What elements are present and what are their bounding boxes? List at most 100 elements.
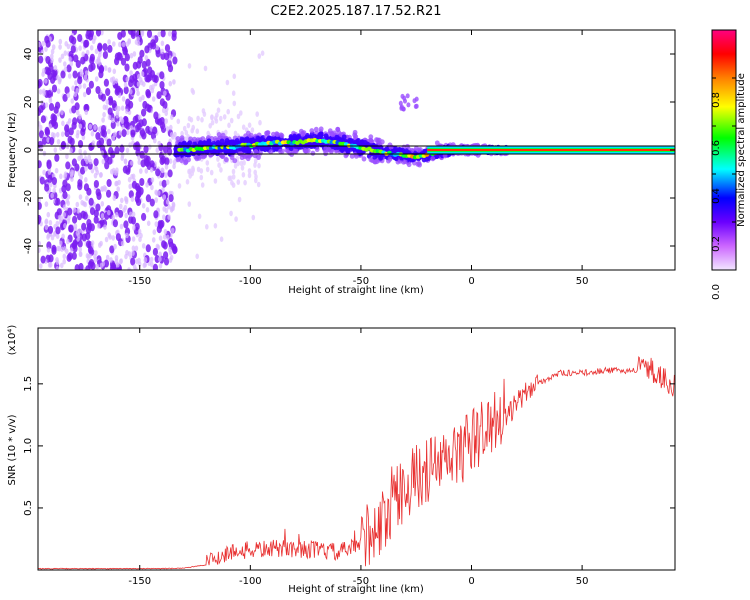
spectrogram-y-axis-label: Frequency (Hz) [7,112,18,188]
noise-blob [80,166,86,175]
noise-blob [145,90,152,99]
noise-blob [100,201,105,207]
sparse-blob [225,79,230,86]
noise-blob [109,257,113,263]
noise-blob [163,228,168,235]
noise-blob [93,215,99,224]
noise-blob [97,126,102,133]
noise-blob [143,257,148,263]
band-blob [312,133,317,139]
noise-blob [99,262,104,269]
noise-blob [116,262,120,268]
noise-blob [172,56,178,65]
noise-blob [127,176,132,183]
band-blob [186,157,192,163]
noise-blob [60,262,64,269]
noise-blob [102,43,108,52]
noise-blob [157,140,161,147]
noise-blob [57,214,62,221]
noise-blob [161,240,167,249]
sparse-blob [242,160,246,166]
noise-blob [131,245,136,251]
sparse-blob [257,53,262,59]
band-blob [406,161,412,168]
sparse-blob [182,125,187,132]
noise-blob [54,167,59,174]
y-tick-label: -40 [23,238,34,254]
noise-blob [78,83,82,90]
noise-blob [114,78,119,84]
noise-blob [165,179,170,185]
noise-blob [58,44,62,50]
noise-blob [84,70,89,76]
noise-blob [162,214,166,220]
noise-blob [73,91,78,98]
noise-blob [101,117,105,123]
noise-blob [68,56,72,62]
band-blob [278,148,283,154]
noise-blob [145,182,149,188]
noise-blob [127,38,131,44]
noise-blob [173,131,177,138]
noise-blob [77,76,83,85]
noise-blob [166,59,172,68]
noise-blob [93,257,98,263]
feature-blob [403,98,407,104]
sparse-blob [232,73,237,80]
noise-blob [110,121,116,129]
noise-blob [155,243,160,250]
noise-blob [107,44,113,53]
band-blob [224,138,230,144]
noise-blob [88,123,93,130]
noise-blob [62,253,67,260]
noise-blob [90,130,95,137]
colorbar-frame [711,29,737,271]
noise-blob [167,31,172,37]
band-blob [387,156,393,162]
noise-blob [107,114,112,121]
sparse-blob [237,196,242,203]
noise-blob [124,212,128,219]
band-blob [234,140,239,146]
sparse-blob [231,168,236,175]
noise-blob [39,176,45,185]
noise-blob [142,100,148,109]
band-blob [314,146,320,152]
band-blob [353,134,359,140]
noise-blob [112,195,117,201]
noise-blob [132,61,138,70]
band-blob [354,153,359,159]
noise-blob [71,85,75,91]
sparse-blob [219,167,223,173]
noise-blob [129,211,133,218]
sparse-blob [231,174,236,180]
noise-blob [98,242,102,248]
sparse-blob [196,166,201,173]
noise-blob [111,117,115,124]
noise-blob [109,245,115,254]
noise-blob [111,214,116,221]
noise-blob [95,188,101,197]
noise-blob [107,39,111,45]
noise-blob [131,236,136,242]
noise-blob [50,57,54,64]
band-blob [330,132,336,138]
noise-blob [84,109,89,116]
noise-blob [50,48,55,55]
sparse-blob [191,89,196,95]
noise-blob [75,201,80,208]
noise-blob [77,34,83,42]
noise-blob [136,81,141,87]
sparse-blob [251,214,256,221]
noise-blob [161,179,167,188]
noise-blob [169,132,174,138]
noise-blob [103,78,109,87]
snr-marks [38,355,675,570]
band-blob [368,137,374,143]
noise-blob [40,255,46,264]
noise-blob [116,186,120,192]
snr-y-axis: 0.5 1.0 1.5 [23,376,675,516]
noise-blob [93,124,97,131]
noise-blob [114,211,119,218]
sparse-blob [240,165,245,171]
